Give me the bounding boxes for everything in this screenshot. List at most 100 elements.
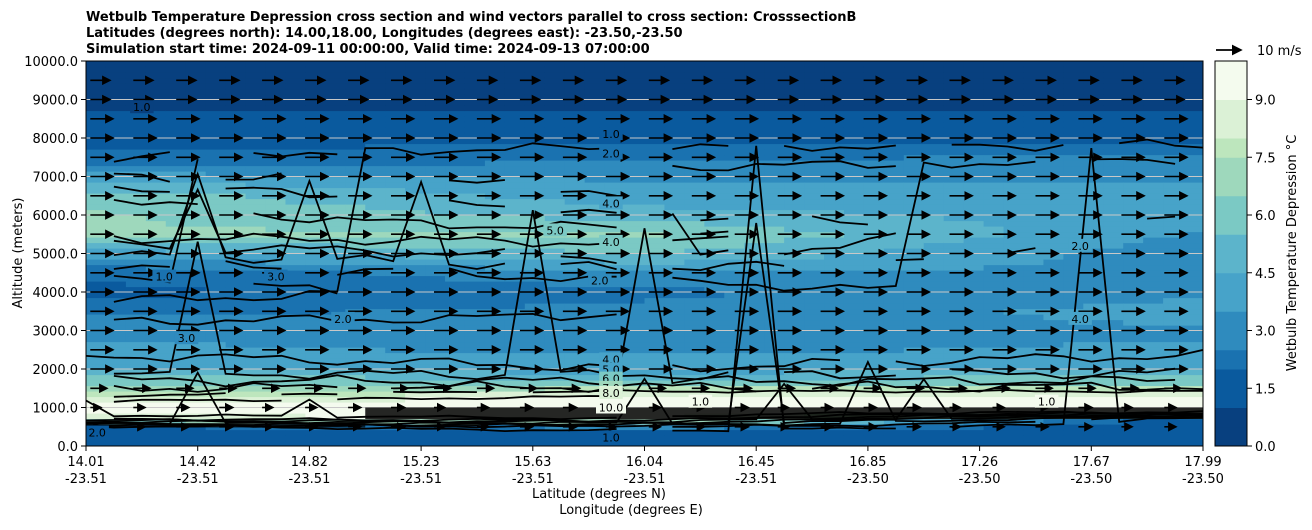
field-cell [145,121,167,128]
field-cell [484,281,506,288]
field-cell [205,94,227,101]
field-cell [165,83,187,90]
field-cell [464,391,486,398]
field-cell [345,242,366,249]
field-cell [1163,248,1184,255]
field-cell [325,336,346,343]
field-cell [464,160,486,167]
field-cell [345,88,366,95]
field-cell [903,275,925,282]
field-cell [285,297,307,304]
field-cell [165,193,187,200]
field-cell [285,281,307,288]
field-cell [445,127,466,134]
field-cell [764,237,785,244]
field-cell [185,281,207,288]
field-cell [464,77,486,84]
field-cell [464,281,486,288]
field-cell [165,127,187,134]
field-cell [1103,330,1124,337]
field-cell [883,215,905,222]
field-cell [385,215,406,222]
field-cell [724,270,745,277]
field-cell [1043,297,1064,304]
field-cell [843,209,865,216]
field-cell [644,94,666,101]
field-cell [1123,292,1144,299]
field-cell [464,127,486,134]
field-cell [883,341,905,348]
field-cell [704,385,725,392]
field-cell [903,319,925,326]
field-cell [684,110,705,117]
field-cell [564,160,586,167]
x-tick-label-longitude: -23.50 [847,472,889,487]
field-cell [624,94,646,101]
field-cell [484,429,506,436]
field-cell [425,369,446,376]
field-cell [105,253,127,260]
field-cell [265,259,287,266]
field-cell [1183,319,1203,326]
field-cell [704,88,725,95]
field-cell [863,171,885,178]
field-cell [1063,176,1084,183]
field-cell [185,253,207,260]
field-cell [365,121,386,128]
field-cell [684,127,705,134]
field-cell [1083,237,1104,244]
field-cell [285,407,307,414]
field-cell [744,336,765,343]
field-cell [624,242,646,249]
field-cell [1163,330,1184,337]
field-cell [385,286,406,293]
field-cell [125,215,147,222]
contour-band [365,407,1203,420]
field-cell [86,325,107,332]
field-cell [524,88,546,95]
field-cell [265,336,287,343]
field-cell [564,369,586,376]
field-cell [544,391,566,398]
field-cell [604,292,626,299]
field-cell [824,352,845,359]
field-cell [784,226,805,233]
field-cell [644,226,666,233]
field-cell [863,303,885,310]
field-cell [843,303,865,310]
field-cell [744,391,765,398]
field-cell [1163,226,1184,233]
field-cell [883,105,905,112]
field-cell [1163,418,1184,425]
field-cell [943,396,965,403]
field-cell [544,424,566,431]
colorbar-segment [1215,426,1247,447]
field-cell [1143,94,1164,101]
field-cell [644,176,666,183]
x-tick-label-latitude: 16.45 [738,455,775,470]
field-cell [165,363,187,370]
field-cell [764,220,785,227]
field-cell [125,220,147,227]
field-cell [903,374,925,381]
field-cell [584,88,606,95]
field-cell [544,72,566,79]
field-cell [524,110,546,117]
field-cell [903,165,925,172]
field-cell [245,374,267,381]
field-cell [764,215,785,222]
field-cell [165,66,187,73]
x-tick-label-latitude: 17.67 [1073,455,1110,470]
field-cell [1163,292,1184,299]
field-cell [644,88,666,95]
field-cell [843,143,865,150]
field-cell [145,127,167,134]
field-cell [125,248,147,255]
field-cell [624,193,646,200]
field-cell [125,264,147,271]
field-cell [744,143,765,150]
field-cell [903,336,925,343]
field-cell [464,198,486,205]
field-cell [1143,171,1164,178]
field-cell [385,83,406,90]
